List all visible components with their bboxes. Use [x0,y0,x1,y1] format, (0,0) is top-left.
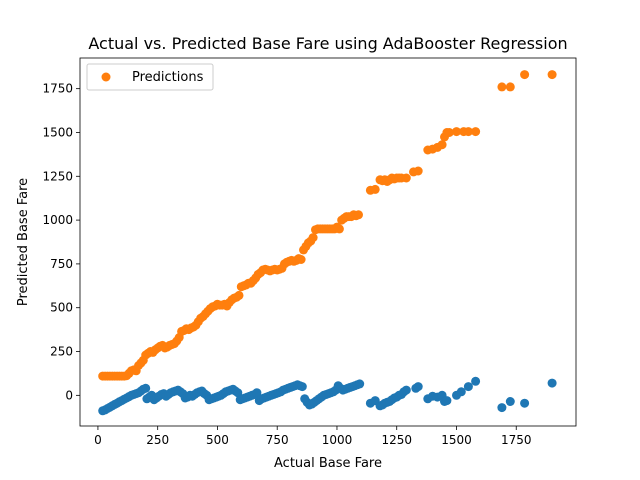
data-point [413,382,423,392]
data-point [505,397,515,406]
y-tick-label: 1500 [42,125,73,139]
data-point [463,127,473,137]
data-point [296,255,306,264]
y-tick-label: 1750 [42,82,73,96]
x-tick-label: 1750 [501,433,532,447]
x-tick-label: 1500 [441,433,472,447]
chart-title: Actual vs. Predicted Base Fare using Ada… [88,34,567,53]
x-axis-title: Actual Base Fare [274,456,382,471]
data-point [497,82,507,92]
legend: Predictions [86,63,214,91]
series-predictions [98,70,557,381]
data-point [547,378,557,388]
plot-frame [79,57,577,427]
legend-marker-predictions [101,72,111,82]
series-residual [98,376,557,416]
y-tick-label: 0 [65,388,73,402]
data-point [497,403,507,413]
data-point [437,140,447,150]
data-point [547,70,557,80]
data-point [413,166,423,176]
plot-area [79,57,577,427]
legend-frame [86,63,214,91]
data-point [401,385,411,395]
data-point [370,184,380,194]
y-tick-label: 500 [50,301,73,315]
plot-background [80,58,576,426]
data-point [520,70,530,80]
data-point [463,382,473,392]
data-point [471,127,481,137]
y-tick-label: 250 [50,345,73,359]
y-axis: 0 250 500 750 1000 1250 1500 1750 [42,82,80,402]
data-point [442,396,452,406]
data-point [334,224,344,234]
data-point [452,127,461,137]
x-tick-label: 750 [266,433,289,447]
data-point [141,383,151,393]
data-point [297,382,307,392]
data-point [354,210,363,220]
points-layer [98,70,557,416]
data-point [355,379,365,389]
x-tick-label: 250 [146,433,169,447]
data-point [505,82,515,92]
data-point [471,376,481,386]
data-point [308,233,318,243]
y-tick-label: 750 [50,257,73,271]
data-point [401,173,411,183]
data-point [233,388,243,398]
x-tick-label: 0 [94,433,102,447]
data-point [456,387,466,397]
x-axis: 0 250 500 750 1000 1250 1500 1750 [94,426,532,447]
legend-label-predictions: Predictions [132,70,204,85]
x-tick-label: 500 [206,433,229,447]
x-tick-label: 1000 [322,433,353,447]
data-point [234,290,244,300]
data-point [444,128,454,137]
x-tick-label: 1250 [381,433,412,447]
data-point [252,388,262,398]
y-axis-title: Predicted Base Fare [16,178,31,306]
data-point [520,398,530,408]
y-tick-label: 1250 [42,169,73,183]
y-tick-label: 1000 [42,213,73,227]
